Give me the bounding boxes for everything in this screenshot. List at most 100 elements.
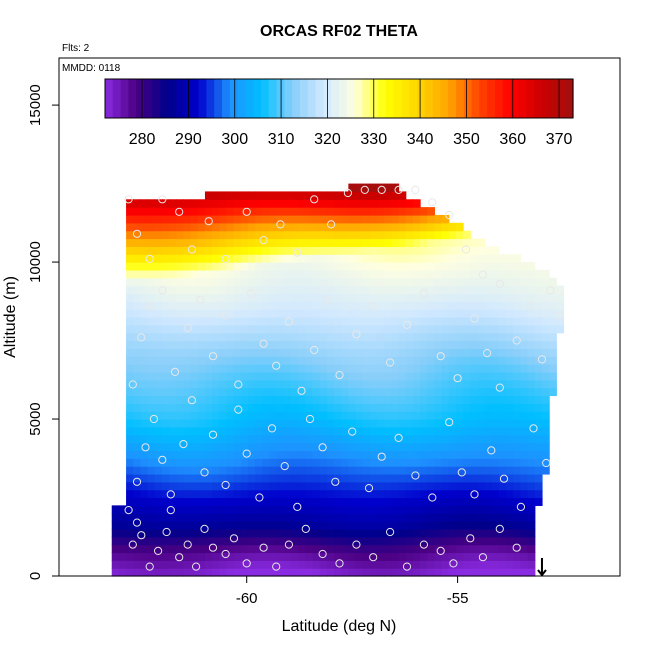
heatmap-cell <box>355 458 364 467</box>
heatmap-cell <box>319 528 328 538</box>
heatmap-cell <box>290 371 299 381</box>
heatmap-cell <box>441 505 450 514</box>
heatmap-cell <box>405 356 414 365</box>
heatmap-cell <box>140 324 149 334</box>
heatmap-cell <box>477 254 486 263</box>
heatmap-cell <box>541 458 550 467</box>
heatmap-cell <box>240 348 249 357</box>
observation-point <box>377 452 386 461</box>
heatmap-cell <box>326 481 335 491</box>
heatmap-cell <box>169 458 177 467</box>
heatmap-cell <box>355 489 364 499</box>
heatmap-cell <box>298 348 306 357</box>
heatmap-cell <box>384 411 392 420</box>
heatmap-cell <box>197 536 206 546</box>
heatmap-cell <box>319 536 328 546</box>
heatmap-cell <box>448 332 457 342</box>
heatmap-cell <box>219 411 228 420</box>
heatmap-cell <box>527 301 536 310</box>
heatmap-cell <box>283 222 292 232</box>
heatmap-cell <box>506 309 514 318</box>
heatmap-cell <box>226 521 235 530</box>
heatmap-cell <box>212 513 220 522</box>
heatmap-cell <box>298 568 306 577</box>
heatmap-cell <box>226 348 235 357</box>
observation-point <box>208 543 218 552</box>
heatmap-cell <box>140 301 149 310</box>
heatmap-cell <box>226 442 235 452</box>
heatmap-cell <box>398 371 407 381</box>
heatmap-cell <box>348 466 357 475</box>
heatmap-cell <box>513 489 522 499</box>
heatmap-cell <box>290 199 299 208</box>
heatmap-cell <box>348 199 357 208</box>
heatmap-cell <box>255 364 263 373</box>
heatmap-cell <box>477 434 486 444</box>
heatmap-cell <box>491 348 500 357</box>
heatmap-cell <box>484 371 493 381</box>
heatmap-cell <box>326 560 335 569</box>
heatmap-cell <box>240 458 249 467</box>
heatmap-cell <box>441 536 450 546</box>
heatmap-cell <box>520 450 529 459</box>
heatmap-cell <box>520 269 529 279</box>
heatmap-cell <box>355 466 364 475</box>
observation-point <box>445 210 454 220</box>
heatmap-cell <box>140 536 149 546</box>
heatmap-cell <box>334 458 342 467</box>
heatmap-cell <box>212 214 220 224</box>
heatmap-cell <box>247 269 256 279</box>
heatmap-cell <box>126 356 134 365</box>
heatmap-cell <box>527 450 536 459</box>
heatmap-cell <box>255 199 263 208</box>
heatmap-cell <box>334 214 342 224</box>
heatmap-cell <box>362 246 371 255</box>
heatmap-cell <box>204 450 213 459</box>
heatmap-cell <box>133 521 142 530</box>
heatmap-cell <box>348 426 357 436</box>
heatmap-cell <box>276 254 285 263</box>
heatmap-cell <box>455 364 464 373</box>
heatmap-cell <box>226 450 235 459</box>
heatmap-cell <box>534 324 543 334</box>
heatmap-cell <box>491 246 500 255</box>
heatmap-cell <box>513 481 522 491</box>
heatmap-cell <box>169 277 177 287</box>
heatmap-cell <box>355 419 364 428</box>
x-tick-label: -55 <box>447 590 469 607</box>
heatmap-cell <box>420 434 428 444</box>
heatmap-cell <box>298 387 306 397</box>
heatmap-cell <box>441 403 450 412</box>
heatmap-cell <box>441 238 450 247</box>
heatmap-cell <box>405 466 414 475</box>
heatmap-cell <box>147 544 156 554</box>
heatmap-cell <box>126 309 134 318</box>
heatmap-cell <box>334 207 342 216</box>
heatmap-cell <box>276 309 285 318</box>
heatmap-cell <box>190 207 199 216</box>
heatmap-cell <box>463 340 471 349</box>
heatmap-cell <box>549 371 557 381</box>
heatmap-cell <box>255 340 263 349</box>
heatmap-cell <box>484 277 493 287</box>
heatmap-cell <box>434 568 443 577</box>
heatmap-cell <box>477 544 486 554</box>
heatmap-cell <box>362 379 371 389</box>
heatmap-cell <box>484 473 493 483</box>
heatmap-cell <box>405 238 414 247</box>
heatmap-cell <box>269 442 278 452</box>
heatmap-cell <box>176 207 185 216</box>
heatmap-cell <box>190 238 199 247</box>
heatmap-cell <box>305 426 314 436</box>
heatmap-cell <box>133 238 142 247</box>
heatmap-cell <box>298 293 306 302</box>
heatmap-cell <box>212 199 220 208</box>
heatmap-cell <box>427 230 436 240</box>
heatmap-cell <box>161 466 170 475</box>
heatmap-cell <box>161 505 170 514</box>
colorbar-tick-label: 340 <box>407 131 434 148</box>
heatmap-cell <box>412 387 421 397</box>
heatmap-cell <box>491 277 500 287</box>
heatmap-cell <box>506 568 514 577</box>
heatmap-cell <box>212 481 220 491</box>
